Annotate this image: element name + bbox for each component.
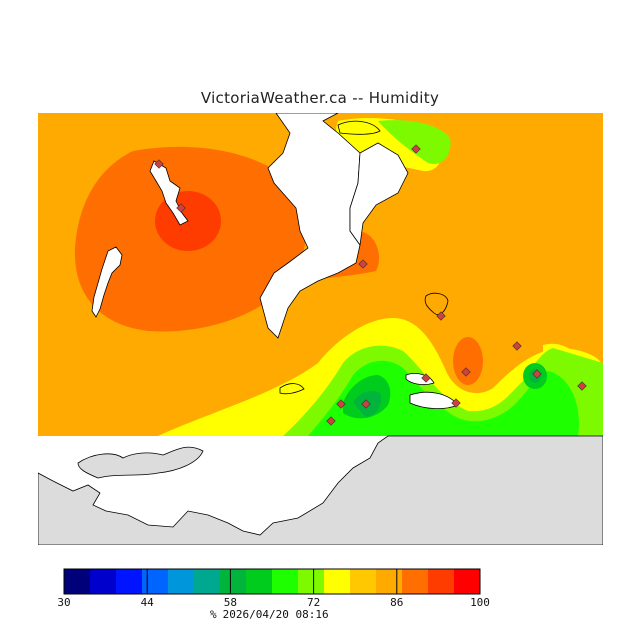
legend-color-bar <box>64 569 481 594</box>
island-5 <box>337 120 381 135</box>
legend-ticks <box>146 569 398 594</box>
legend-swatch <box>220 569 247 594</box>
legend-swatch <box>298 569 325 594</box>
legend-swatch <box>194 569 221 594</box>
timestamp: 2026/04/20 08:16 <box>222 608 329 621</box>
legend-swatch <box>350 569 377 594</box>
station-marker[interactable] <box>361 399 371 409</box>
legend-caption: % 2026/04/20 08:16 <box>210 608 335 621</box>
legend-tick-label: 58 <box>224 596 237 609</box>
legend-tick-label: 72 <box>307 596 320 609</box>
humidity-region-90-se <box>453 337 483 385</box>
legend-swatch <box>402 569 429 594</box>
station-marker[interactable] <box>577 381 587 391</box>
legend-swatch <box>246 569 273 594</box>
station-markers <box>154 144 587 426</box>
station-marker[interactable] <box>358 259 368 269</box>
south-land <box>38 435 603 545</box>
island-1 <box>424 292 449 316</box>
legend-swatch <box>90 569 117 594</box>
station-marker[interactable] <box>436 311 446 321</box>
legend-unit: % <box>210 608 217 621</box>
legend-tick-labels: 30 44 58 72 86 100 <box>57 596 490 609</box>
color-legend: 30 44 58 72 86 100 <box>57 568 490 609</box>
legend-swatch <box>168 569 195 594</box>
legend-tick-label: 44 <box>141 596 155 609</box>
legend-swatch <box>272 569 299 594</box>
legend-swatch <box>454 569 481 594</box>
station-marker[interactable] <box>326 416 336 426</box>
water-channel <box>349 142 409 247</box>
station-marker[interactable] <box>154 159 164 169</box>
lake-2 <box>91 246 123 318</box>
legend-tick-label: 30 <box>57 596 70 609</box>
south-land-west <box>77 446 204 479</box>
station-marker[interactable] <box>461 367 471 377</box>
legend-swatch <box>116 569 143 594</box>
station-marker[interactable] <box>411 144 421 154</box>
legend-swatch <box>428 569 455 594</box>
island-2 <box>279 383 305 395</box>
station-marker[interactable] <box>336 399 346 409</box>
legend-swatch <box>376 569 403 594</box>
station-marker[interactable] <box>451 398 461 408</box>
legend-swatch <box>142 569 169 594</box>
legend-swatch <box>64 569 91 594</box>
island-3 <box>405 373 435 386</box>
legend-tick-label: 86 <box>390 596 403 609</box>
humidity-map[interactable] <box>38 113 603 545</box>
station-marker[interactable] <box>176 203 186 213</box>
map-title: VictoriaWeather.ca -- Humidity <box>200 89 440 107</box>
station-marker[interactable] <box>421 373 431 383</box>
station-marker[interactable] <box>512 341 522 351</box>
legend-tick-label: 100 <box>470 596 490 609</box>
humidity-region-75-north <box>378 120 451 164</box>
station-marker[interactable] <box>532 369 542 379</box>
legend-swatch <box>324 569 351 594</box>
